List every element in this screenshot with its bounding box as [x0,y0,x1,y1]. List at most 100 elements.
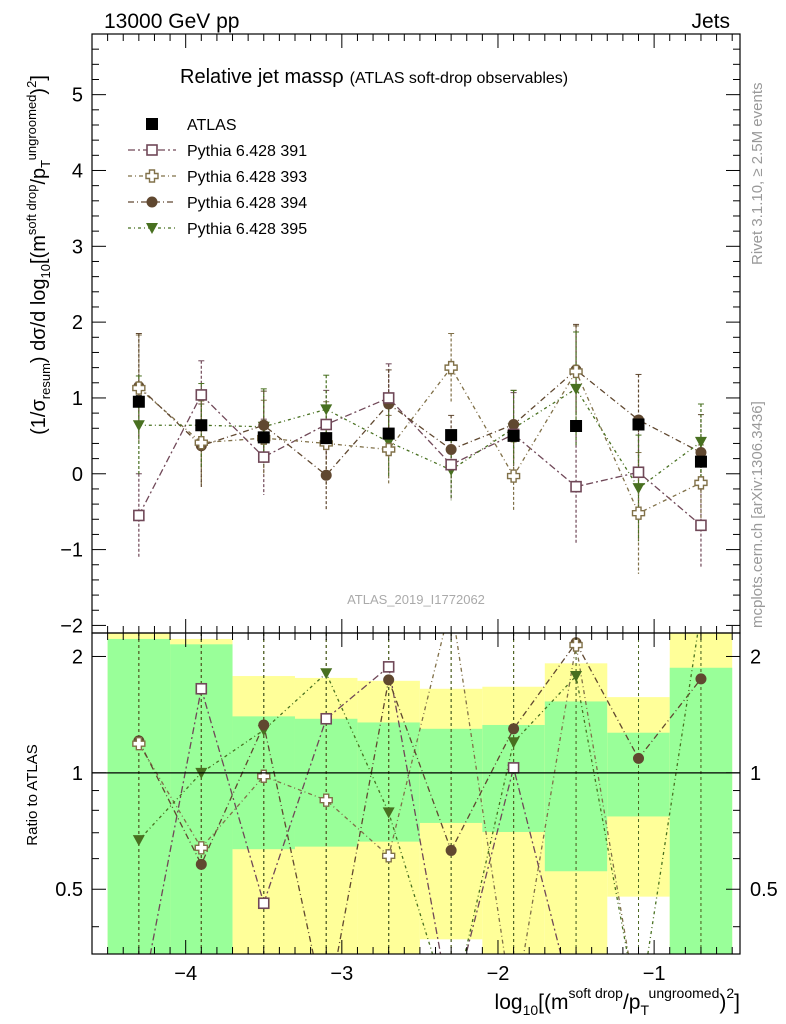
point-p391-3 [320,418,333,431]
point-atlas-5 [445,429,458,442]
series-line-p395 [138,387,702,490]
ratio-point-p395-4 [382,807,395,819]
ratio-plot-frame [91,632,741,955]
ratio-point-p393-1 [194,841,209,855]
axes: −4 −3 −2 −1 −2 −1 0 1 2 3 4 5 0.5 0.5 1 1 2 2 [55,34,778,985]
analysis-watermark: ATLAS_2019_I1772062 [347,592,485,607]
y-tick-label: 1 [72,388,83,410]
ratio-line-p393 [138,633,630,954]
legend-label-p395: Pythia 6.428 395 [187,221,307,238]
ratio-line-p394 [138,641,702,954]
ratio-point-p393-2 [257,769,271,783]
ratio-y-tick-label: 1 [72,763,83,785]
point-atlas-4 [382,427,395,440]
ratio-y-tick-label-right: 0.5 [750,879,778,901]
point-p393-4 [381,442,396,457]
point-atlas-2 [257,431,270,444]
x-tick-label: −4 [174,963,197,985]
ratio-line-p391 [149,665,562,954]
ratio-y-tick-label: 0.5 [55,879,83,901]
ratio-point-p391-3 [320,712,333,725]
ratio-y-tick-label: 2 [72,646,83,668]
ratio-point-p393-7 [569,638,583,652]
point-p395-4 [382,436,395,448]
legend-label-atlas: ATLAS [187,117,237,134]
legend-marker-p394 [146,196,158,208]
point-p394-6 [508,418,520,430]
legend: ATLAS Pythia 6.428 391 Pythia 6.428 393 Pyt… [128,117,307,238]
point-p395-9 [694,436,707,448]
y-tick-label: −2 [60,615,83,637]
point-atlas-7 [570,420,583,433]
ratio-point-p391-4 [382,661,395,673]
ratio-y-axis-label: Ratio to ATLAS [24,744,41,845]
point-p391-0 [133,509,145,522]
legend-label-p394: Pythia 6.428 394 [187,195,307,212]
x-axis-label: log10[(msoft drop/pTungroomed)2] [495,985,740,1018]
ratio-point-p391-1 [195,682,208,695]
ratio-plot-area [132,633,707,954]
ratio-point-p394-6 [508,723,520,735]
point-p393-0 [132,381,146,395]
point-p391-8 [632,466,645,479]
point-p393-6 [506,469,521,483]
chart-title: Relative jet massρ (ATLAS soft-drop obser… [180,66,568,88]
point-p393-5 [444,360,458,375]
ratio-line-p395 [138,633,699,954]
point-p391-5 [445,458,457,471]
ratio-point-p395-7 [570,671,583,683]
mcplots-label: mcplots.cern.ch [arXiv:1306.3436] [749,401,766,628]
main-y-axis-label: (1/σresum) dσ/d log10[(msoft drop/pTungr… [24,75,53,435]
y-tick-label: −1 [60,540,83,562]
ratio-point-p394-2 [258,719,270,731]
point-p393-1 [194,435,209,450]
y-tick-label: 0 [72,464,83,486]
ratio-point-p393-3 [319,793,333,807]
y-tick-label: 3 [72,236,83,258]
y-tick-label: 4 [72,160,83,182]
point-p391-1 [195,389,208,401]
x-tick-label: −1 [643,963,666,985]
x-tick-label: −3 [330,963,353,985]
legend-marker-atlas [146,118,158,130]
ratio-point-p394-5 [445,844,457,856]
ratio-y-tick-label-right: 2 [750,646,761,668]
header-left-label: 13000 GeV pp [104,10,239,33]
main-plot-area [132,323,708,574]
point-p395-0 [132,420,145,432]
legend-marker-p391 [146,144,158,156]
legend-marker-p395 [146,223,158,234]
ratio-point-p394-1 [195,858,207,870]
point-p395-7 [570,383,583,395]
band-inner-9 [669,667,733,954]
point-p391-4 [382,392,395,404]
ratio-point-p391-6 [507,762,520,774]
legend-label-p391: Pythia 6.428 391 [187,143,307,160]
point-p393-8 [631,506,646,520]
point-p391-2 [257,451,270,463]
ratio-point-p391-2 [257,897,270,910]
ratio-point-p393-0 [132,736,146,751]
x-tick-label: −2 [487,963,510,985]
ratio-point-p393-4 [381,849,396,863]
point-p391-9 [695,519,707,532]
point-p394-5 [445,444,457,456]
point-p391-7 [570,480,582,493]
ratio-y-tick-label-right: 1 [750,763,761,785]
ratio-point-p395-0 [132,835,145,847]
point-p394-9 [695,447,707,459]
rivet-version-label: Rivet 3.1.10, ≥ 2.5M events [749,83,766,266]
point-p395-3 [320,404,333,416]
series-line-p393 [138,366,702,515]
point-atlas-1 [195,419,208,432]
y-tick-label: 2 [72,312,83,334]
series-line-p391 [138,393,702,526]
point-atlas-9 [694,455,707,468]
point-atlas-6 [507,429,520,442]
header-right-label: Jets [691,10,730,33]
point-p394-3 [320,469,332,481]
legend-label-p393: Pythia 6.428 393 [187,169,307,186]
legend-marker-p393 [145,169,159,183]
point-p393-7 [569,364,583,379]
